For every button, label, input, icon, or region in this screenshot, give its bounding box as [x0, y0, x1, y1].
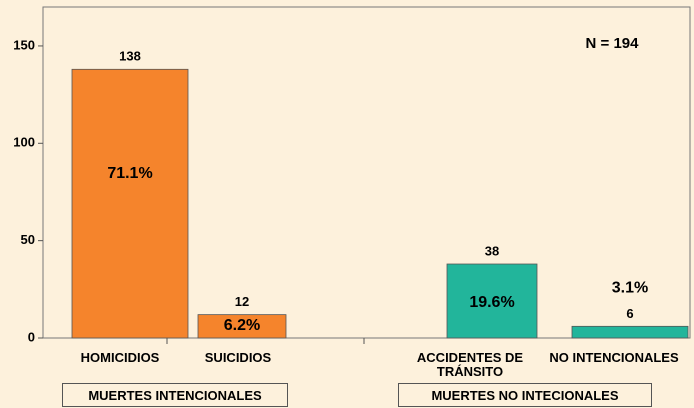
y-tick-label: 0 — [28, 329, 35, 344]
group-label: MUERTES NO INTECIONALES — [398, 383, 652, 407]
bar — [446, 263, 538, 339]
percent-label: 71.1% — [107, 165, 152, 182]
plot-frame — [42, 6, 691, 339]
group-label: MUERTES INTENCIONALES — [62, 383, 288, 407]
value-label: 12 — [235, 294, 249, 309]
percent-label: 19.6% — [469, 294, 514, 311]
x-tick-label: NO INTENCIONALES — [549, 350, 679, 365]
percent-label: 3.1% — [612, 280, 648, 297]
y-tick-label: 50 — [21, 232, 35, 247]
value-label: 138 — [119, 49, 141, 64]
x-tick-label: HOMICIDIOS — [80, 350, 160, 365]
annotation: N = 194 — [586, 35, 640, 52]
y-tick-label: 150 — [13, 37, 35, 52]
bar — [71, 68, 189, 339]
y-tick-label: 100 — [13, 135, 35, 150]
bar — [197, 314, 287, 339]
value-label: 38 — [485, 243, 499, 258]
x-tick-label: SUICIDIOS — [204, 350, 272, 365]
bar — [571, 325, 689, 339]
x-tick-label: ACCIDENTES DE TRÁNSITO — [416, 350, 524, 379]
value-label: 6 — [626, 306, 633, 321]
percent-label: 6.2% — [224, 317, 260, 334]
